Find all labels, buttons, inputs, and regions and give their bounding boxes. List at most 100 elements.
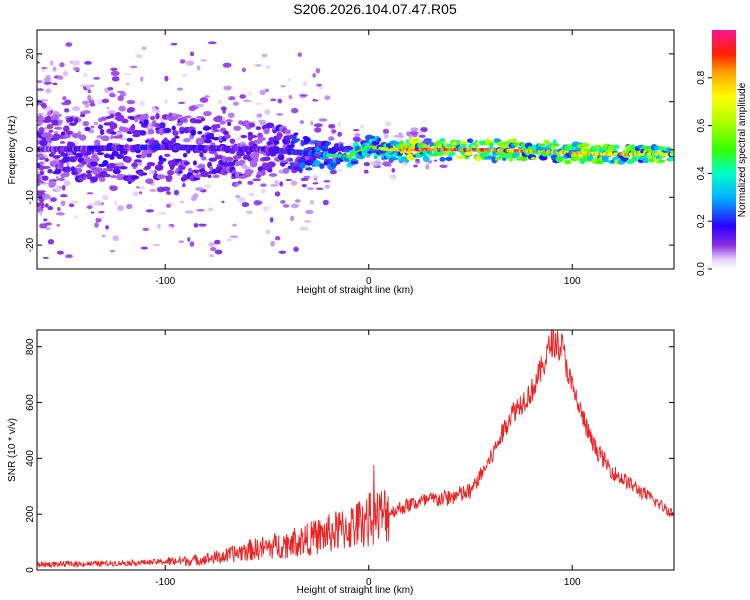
noise-cell [221,116,226,122]
band-cell [37,153,44,159]
noise-cell [183,137,191,143]
band-cell [257,136,266,142]
x-tick-label: 0 [366,276,372,287]
noise-cell [290,180,298,186]
noise-cell [418,134,426,138]
band-cell [411,156,416,160]
noise-cell [123,73,132,76]
band-cell [132,133,141,138]
band-cell [294,138,301,142]
noise-cell [276,113,283,116]
noise-cell [126,99,136,105]
noise-cell [63,108,70,113]
band-cell [78,134,87,141]
noise-cell [117,205,124,212]
noise-cell [278,250,287,254]
noise-cell [126,203,133,210]
noise-cell [196,65,201,71]
noise-cell [285,178,293,182]
noise-cell [200,59,208,62]
noise-cell [94,222,99,228]
band-cell [65,130,74,135]
noise-cell [337,122,341,128]
band-cell [85,170,93,174]
band-cell [177,122,183,126]
noise-cell [110,67,118,71]
noise-cell [262,205,270,212]
noise-cell [299,226,309,231]
snr-panel: -100 0 100 0 200 400 600 800 Height of straight… [7,329,675,596]
x-tick-label: 100 [564,276,581,287]
noise-cell [145,209,155,213]
noise-cell [196,208,205,212]
noise-cell [439,164,448,168]
band-cell [215,154,224,160]
band-cell [288,157,294,162]
band-cell [190,129,197,136]
noise-cell [101,234,106,238]
band-cell [550,144,556,151]
band-cell [179,116,188,123]
noise-cell [166,191,171,196]
band-cell [37,177,41,184]
band-cell [41,175,49,181]
band-cell [255,126,262,131]
noise-cell [37,190,46,194]
noise-cell [164,75,169,82]
noise-cell [256,113,263,118]
noise-cell [201,156,207,161]
band-cell [91,156,100,162]
band-cell [321,147,329,152]
noise-cell [274,191,281,197]
noise-cell [55,185,60,192]
band-cell [49,160,58,167]
snr-xlabel: Height of straight line (km) [297,585,414,596]
band-cell [143,118,149,126]
band-cell [389,157,399,161]
noise-cell [323,180,331,183]
noise-cell [49,60,54,66]
noise-cell [42,256,49,259]
noise-cell [322,199,329,206]
band-cell [203,138,212,144]
noise-cell [39,201,44,206]
band-cell [94,139,101,145]
noise-cell [127,106,136,113]
band-cell [112,168,121,175]
band-cell [68,122,77,126]
noise-cell [259,89,266,96]
band-cell [313,160,322,167]
band-cell [102,160,109,166]
band-cell [243,154,251,159]
band-cell [669,156,674,161]
noise-cell [245,210,253,215]
noise-cell [148,169,155,175]
band-cell [263,128,270,135]
band-cell [57,177,66,181]
noise-cell [220,106,227,111]
noise-cell [62,96,67,101]
band-cell [200,117,206,122]
noise-cell [222,62,232,68]
noise-cell [301,183,307,188]
band-cell [194,173,202,179]
band-cell [502,157,507,161]
y-tick-label: -10 [25,190,36,205]
band-cell [169,164,175,170]
noise-cell [232,101,239,106]
band-cell [240,134,248,139]
band-cell [502,144,510,149]
noise-cell [217,99,223,105]
noise-cell [72,60,81,66]
band-cell [268,173,278,177]
noise-cell [227,112,235,119]
band-cell [107,166,114,172]
noise-cell [328,123,336,129]
band-cell [293,132,299,136]
band-cell [118,166,128,170]
band-cell [555,155,564,163]
band-cell [74,117,79,124]
band-cell [95,167,103,172]
noise-cell [290,215,295,222]
band-cell [109,154,115,160]
